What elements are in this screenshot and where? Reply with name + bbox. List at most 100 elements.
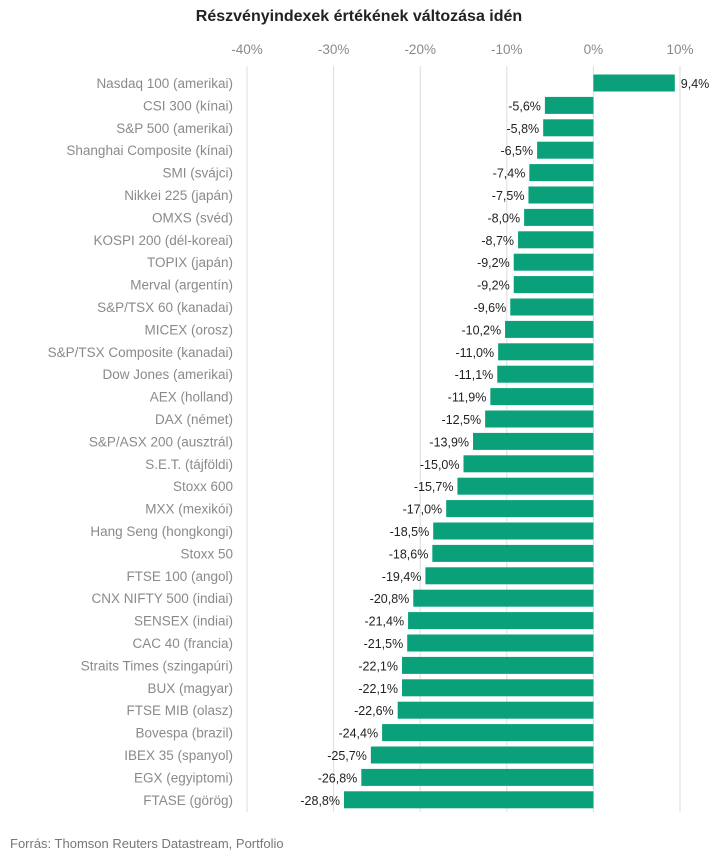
data-label: -22,1% xyxy=(358,659,398,673)
bar xyxy=(457,477,594,495)
category-label: Stoxx 50 xyxy=(180,546,233,561)
data-label: -26,8% xyxy=(318,771,358,785)
x-tick-label: -30% xyxy=(318,42,350,57)
chart-title: Részvényindexek értékének változása idén xyxy=(195,8,523,25)
data-label: -9,2% xyxy=(477,256,510,270)
category-label: S&P/TSX Composite (kanadai) xyxy=(48,345,233,360)
category-label: BUX (magyar) xyxy=(147,681,233,696)
bar xyxy=(446,500,594,518)
data-label: -6,5% xyxy=(500,144,533,158)
bar xyxy=(402,656,594,674)
bar xyxy=(407,634,594,652)
data-label: 9,4% xyxy=(681,77,710,91)
data-label: -17,0% xyxy=(403,503,443,517)
category-label: MXX (mexikói) xyxy=(145,502,233,517)
bar xyxy=(497,365,594,383)
source-note: Forrás: Thomson Reuters Datastream, Port… xyxy=(10,836,284,851)
data-label: -24,4% xyxy=(338,727,378,741)
category-label: KOSPI 200 (dél-koreai) xyxy=(93,233,233,248)
bar xyxy=(413,589,594,607)
data-label: -11,9% xyxy=(448,391,487,405)
bar xyxy=(463,455,594,473)
bar xyxy=(544,96,594,114)
category-label: Hang Seng (hongkongi) xyxy=(90,524,233,539)
data-label: -10,2% xyxy=(461,323,501,337)
bar xyxy=(433,522,594,540)
category-label: S&P/ASX 200 (ausztrál) xyxy=(89,434,233,449)
data-label: -18,5% xyxy=(390,525,430,539)
data-label: -21,5% xyxy=(364,637,404,651)
category-label: MICEX (orosz) xyxy=(144,322,233,337)
category-label: TOPIX (japán) xyxy=(147,255,233,270)
bar xyxy=(529,164,594,182)
bar xyxy=(518,231,594,249)
bar xyxy=(505,320,594,338)
bar xyxy=(593,74,675,92)
category-label: Shanghai Composite (kínai) xyxy=(66,143,233,158)
category-label: Dow Jones (amerikai) xyxy=(102,367,233,382)
data-label: -9,6% xyxy=(474,301,507,315)
bar xyxy=(498,343,594,361)
category-label: Bovespa (brazil) xyxy=(135,726,233,741)
bar xyxy=(513,253,594,271)
data-label: -7,5% xyxy=(492,189,525,203)
category-label: Merval (argentín) xyxy=(130,278,233,293)
category-label: SMI (svájci) xyxy=(163,166,234,181)
category-label: Nasdaq 100 (amerikai) xyxy=(96,76,233,91)
data-label: -7,4% xyxy=(493,167,526,181)
data-label: -22,1% xyxy=(358,682,398,696)
bar xyxy=(382,724,594,742)
bar xyxy=(485,410,594,428)
category-label: CNX NIFTY 500 (indiai) xyxy=(91,591,233,606)
bar xyxy=(370,746,594,764)
bar xyxy=(543,119,594,137)
data-label: -18,6% xyxy=(389,547,429,561)
bar xyxy=(510,298,594,316)
data-label: -8,0% xyxy=(487,211,520,225)
data-label: -19,4% xyxy=(382,570,422,584)
bar xyxy=(524,208,594,226)
bar xyxy=(513,276,594,294)
data-label: -11,1% xyxy=(455,368,494,382)
data-label: -22,6% xyxy=(354,704,394,718)
x-tick-label: -40% xyxy=(231,42,263,57)
category-label: EGX (egyiptomi) xyxy=(134,770,233,785)
x-tick-label: 10% xyxy=(666,42,693,57)
bar xyxy=(397,701,594,719)
data-label: -5,8% xyxy=(507,122,540,136)
category-label: FTSE MIB (olasz) xyxy=(126,703,233,718)
category-label: SENSEX (indiai) xyxy=(134,614,233,629)
bar xyxy=(343,791,594,809)
data-label: -5,6% xyxy=(508,99,541,113)
bar xyxy=(425,567,594,585)
data-label: -11,0% xyxy=(455,346,494,360)
category-label: DAX (német) xyxy=(155,412,233,427)
category-label: OMXS (svéd) xyxy=(152,210,233,225)
data-label: -28,8% xyxy=(300,794,340,808)
category-label: Stoxx 600 xyxy=(173,479,233,494)
bar xyxy=(490,388,594,406)
data-label: -15,0% xyxy=(420,458,460,472)
category-label: FTASE (görög) xyxy=(143,793,233,808)
data-label: -21,4% xyxy=(364,615,404,629)
bar xyxy=(528,186,594,204)
bar xyxy=(402,679,594,697)
category-label: IBEX 35 (spanyol) xyxy=(124,748,233,763)
x-tick-label: -20% xyxy=(404,42,436,57)
data-label: -12,5% xyxy=(442,413,482,427)
x-tick-label: -10% xyxy=(491,42,523,57)
bar xyxy=(361,768,594,786)
bar xyxy=(537,141,594,159)
data-label: -8,7% xyxy=(481,234,514,248)
category-label: S&P/TSX 60 (kanadai) xyxy=(97,300,233,315)
bar xyxy=(473,432,594,450)
data-label: -9,2% xyxy=(477,279,510,293)
data-label: -20,8% xyxy=(370,592,410,606)
x-tick-label: 0% xyxy=(584,42,604,57)
category-label: CSI 300 (kínai) xyxy=(143,98,233,113)
data-label: -15,7% xyxy=(414,480,454,494)
bar-layer xyxy=(343,74,675,809)
label-layer: -40% -30% -20% -10% 0% 10% Nasdaq 100 (amerika… xyxy=(48,42,710,808)
category-label: Straits Times (szingapúri) xyxy=(81,658,233,673)
